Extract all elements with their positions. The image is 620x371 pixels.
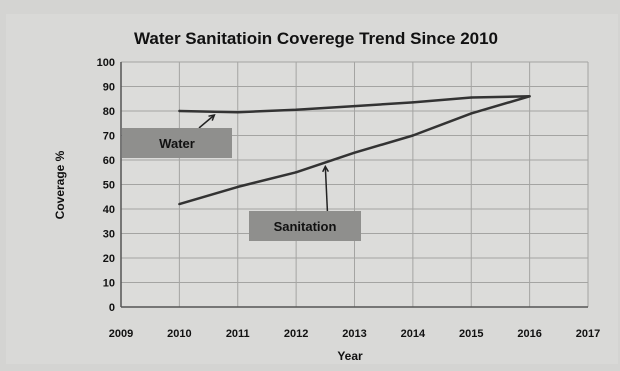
axes [120,62,588,308]
y-tick-label: 0 [109,302,115,314]
y-tick-label: 80 [103,106,115,118]
x-tick-labels: 2009 2010 2011 2012 2013 2014 2015 2016 2017 [109,328,600,340]
x-tick-label: 2013 [342,328,366,340]
data-point-sanitation [353,151,356,154]
y-tick-label: 10 [103,278,115,290]
annotation-box-water [122,128,232,158]
x-tick-label: 2015 [459,328,483,340]
y-tick-label: 40 [103,204,115,216]
data-point-water [236,111,239,114]
y-tick-labels: 0 10 20 30 40 50 60 70 80 90 100 [97,57,115,314]
x-axis-label: Year [337,349,363,363]
x-tick-label: 2017 [576,328,600,340]
x-tick-label: 2011 [226,328,250,340]
y-tick-label: 90 [103,82,115,94]
y-tick-label: 30 [103,229,115,241]
data-point-water [178,109,181,113]
x-tick-label: 2009 [109,328,133,340]
data-point-sanitation [470,112,473,115]
data-point-water [353,104,356,108]
x-tick-label: 2014 [401,328,426,340]
data-point-water [411,101,415,104]
chart-title: Water Sanitatioin Coverege Trend Since 2… [134,29,498,48]
annotation-label-sanitation: Sanitation [274,219,337,234]
annotation-arrow-sanitation [324,166,329,212]
data-point-sanitation [178,202,181,206]
annotation-box-sanitation [249,211,361,241]
x-tick-label: 2010 [167,328,191,340]
data-point-sanitation [411,134,415,137]
data-point-sanitation [528,95,531,98]
y-tick-label: 100 [97,57,115,69]
data-point-water [470,96,473,99]
annotation-arrow-water [198,114,215,129]
data-point-sanitation [294,171,298,174]
annotation-label-water: Water [159,136,195,151]
y-tick-label: 20 [103,253,115,265]
series-lines [178,95,531,206]
y-tick-label: 50 [103,180,115,192]
annotation-arrowhead-sanitation [322,164,330,173]
y-tick-label: 70 [103,131,115,143]
y-axis-label: Coverage % [53,150,67,219]
y-tick-label: 60 [103,155,115,167]
x-tick-label: 2012 [284,328,308,340]
data-point-water [294,108,298,111]
annotations: Water Sanitation [122,113,361,241]
data-point-sanitation [236,185,239,189]
annotation-arrowhead-water [208,113,216,121]
x-tick-label: 2016 [517,328,541,340]
